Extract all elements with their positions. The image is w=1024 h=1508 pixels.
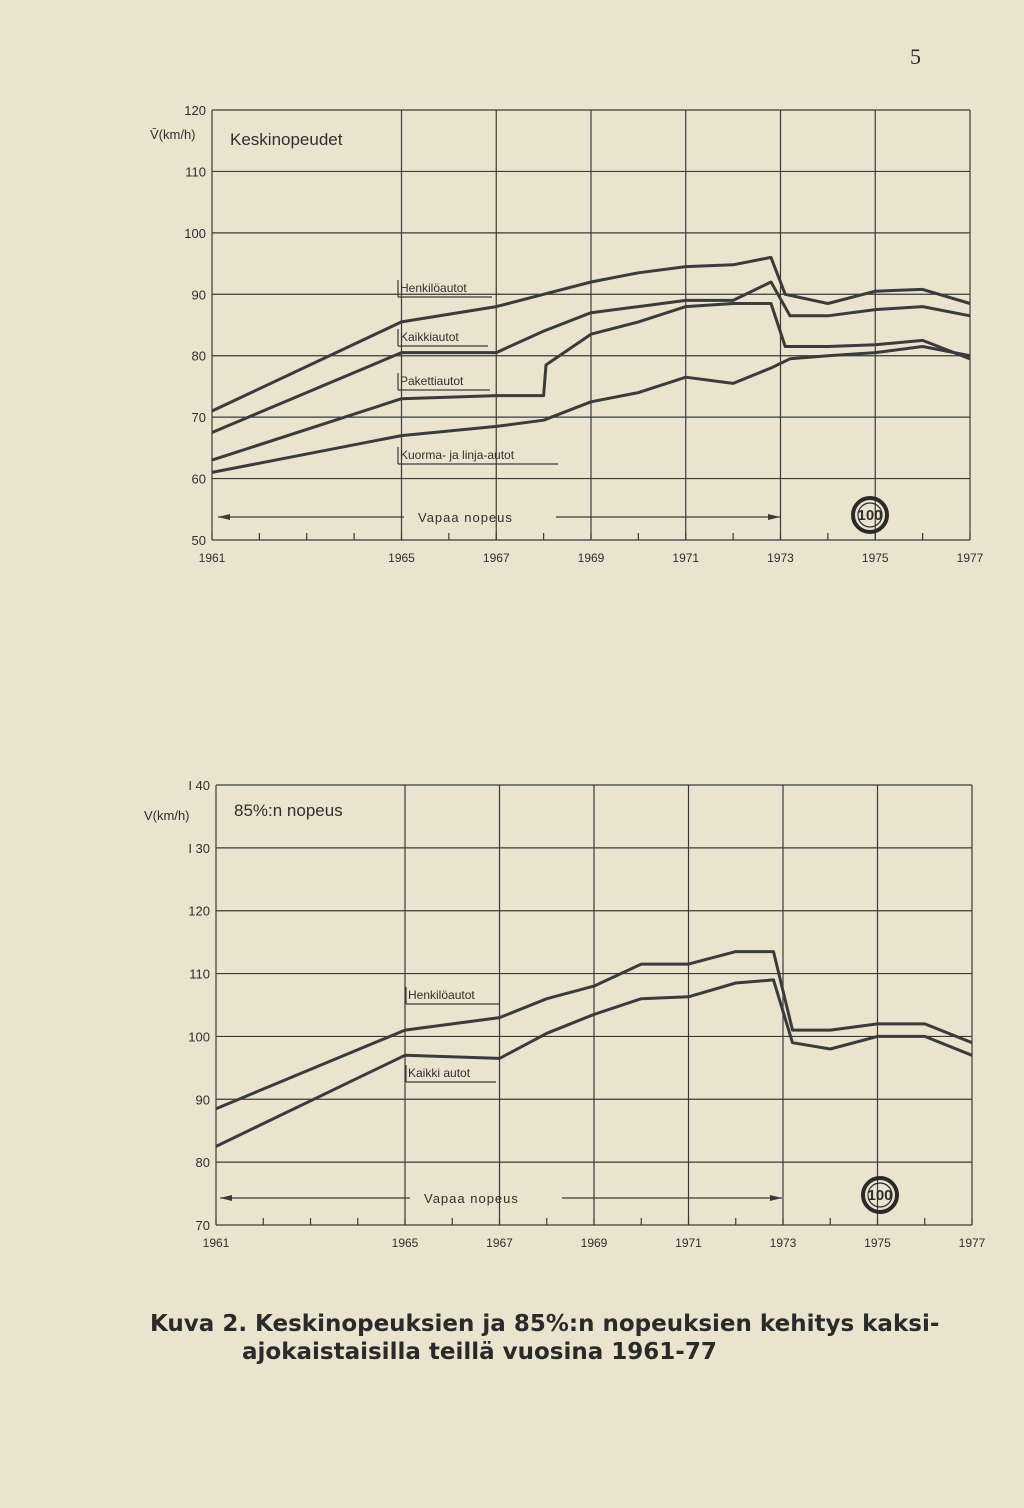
- caption-line-1: Kuva 2. Keskinopeuksien ja 85%:n nopeuks…: [150, 1311, 940, 1337]
- y-tick-label: 80: [196, 1155, 210, 1170]
- free-speed-annotation: Vapaa nopeus: [218, 510, 780, 525]
- arrow-head-right: [770, 1195, 782, 1201]
- x-tick-label: 1975: [864, 1236, 891, 1250]
- chart-title: 85%:n nopeus: [234, 801, 343, 820]
- x-tick-label: 1977: [959, 1236, 986, 1250]
- mean-speed-chart: V̄(km/h) Keskinopeudet 50 60 70 80 90 100 110 1…: [150, 103, 984, 565]
- x-tick-label: 1965: [388, 551, 415, 565]
- figure-caption: Kuva 2. Keskinopeuksien ja 85%:n nopeuks…: [150, 1310, 970, 1366]
- y-tick-labels: 70 80 90 100 110 120 I 30 I 40: [188, 778, 210, 1233]
- y-tick-label: 120: [188, 904, 210, 919]
- series-lines: [211, 255, 971, 474]
- sign-ring: [851, 496, 889, 534]
- caption-line-2: ajokaistaisilla teillä vuosina 1961-77: [242, 1339, 717, 1365]
- x-tick-label: 1965: [392, 1236, 419, 1250]
- x-tick-label: 1973: [770, 1236, 797, 1250]
- y-tick-label: 90: [196, 1092, 210, 1107]
- speed-limit-sign: 100: [851, 496, 889, 534]
- sign-ring: [861, 1176, 899, 1214]
- x-tick-labels: 1961 1965 1967 1969 1971 1973 1975 1977: [199, 551, 984, 565]
- x-tick-labels: 1961 1965 1967 1969 1971 1973 1975 1977: [203, 1236, 986, 1250]
- series-labels: Henkilöautot Kaikkiautot Pakettiautot Kuorm…: [397, 280, 558, 465]
- x-tick-label: 1971: [675, 1236, 702, 1250]
- x-tick-label: 1969: [581, 1236, 608, 1250]
- y-tick-label: 50: [192, 533, 206, 548]
- series-label: Kuorma- ja linja-autot: [400, 448, 515, 462]
- speed-limit-sign-label: 100: [867, 1187, 892, 1204]
- y-axis-label: V̄(km/h): [150, 127, 196, 142]
- x-tick-label: 1971: [672, 551, 699, 565]
- x-tick-label: 1961: [203, 1236, 230, 1250]
- sign-inner-ring: [867, 1182, 893, 1208]
- grid: [211, 109, 971, 541]
- y-tick-label: I 40: [188, 778, 210, 793]
- x-tick-label: 1967: [483, 551, 510, 565]
- y-axis-label: V(km/h): [144, 808, 190, 823]
- y-tick-label: 110: [189, 967, 210, 982]
- sign-inner-ring: [857, 502, 883, 528]
- series-line: [211, 280, 971, 434]
- arrow-head-left: [218, 514, 230, 520]
- series-line: [215, 950, 973, 1111]
- series-line: [211, 345, 971, 474]
- y-tick-labels: 50 60 70 80 90 100 110 120: [184, 103, 206, 548]
- percentile-speed-chart: V(km/h) 85%:n nopeus 70 80 90 100 110 120 I 30…: [144, 778, 986, 1250]
- y-tick-label: 70: [196, 1218, 210, 1233]
- series-label: Kaikki autot: [408, 1066, 471, 1080]
- x-tick-label: 1967: [486, 1236, 513, 1250]
- x-tick-label: 1973: [767, 551, 794, 565]
- series-label: Henkilöautot: [408, 988, 475, 1002]
- arrow-head-left: [220, 1195, 232, 1201]
- arrow-head-right: [768, 514, 780, 520]
- series-label: Pakettiautot: [400, 374, 464, 388]
- series-lines: [215, 950, 973, 1148]
- y-tick-label: 90: [192, 287, 206, 302]
- series-labels: Henkilöautot Kaikki autot: [405, 987, 500, 1083]
- x-tick-label: 1977: [957, 551, 984, 565]
- y-tick-label: I 30: [188, 841, 210, 856]
- y-tick-label: 80: [192, 349, 206, 364]
- grid: [215, 784, 973, 1226]
- y-tick-label: 70: [192, 410, 206, 425]
- chart-title: Keskinopeudet: [230, 130, 343, 149]
- speed-limit-sign-label: 100: [857, 507, 882, 524]
- free-speed-annotation: Vapaa nopeus: [220, 1191, 782, 1206]
- x-tick-label: 1961: [199, 551, 226, 565]
- page-number: 5: [910, 44, 921, 69]
- y-tick-label: 60: [192, 472, 206, 487]
- series-label: Henkilöautot: [400, 281, 467, 295]
- y-tick-label: 100: [188, 1029, 210, 1044]
- series-line: [215, 978, 973, 1148]
- speed-limit-sign: 100: [861, 1176, 899, 1214]
- y-tick-label: 110: [185, 164, 206, 179]
- annotation-label: Vapaa nopeus: [424, 1191, 519, 1206]
- annotation-label: Vapaa nopeus: [418, 510, 513, 525]
- y-tick-label: 120: [184, 103, 206, 118]
- x-tick-label: 1969: [578, 551, 605, 565]
- series-label: Kaikkiautot: [400, 330, 459, 344]
- x-tick-label: 1975: [862, 551, 889, 565]
- series-line: [211, 302, 971, 462]
- y-tick-label: 100: [184, 226, 206, 241]
- series-line: [211, 255, 971, 413]
